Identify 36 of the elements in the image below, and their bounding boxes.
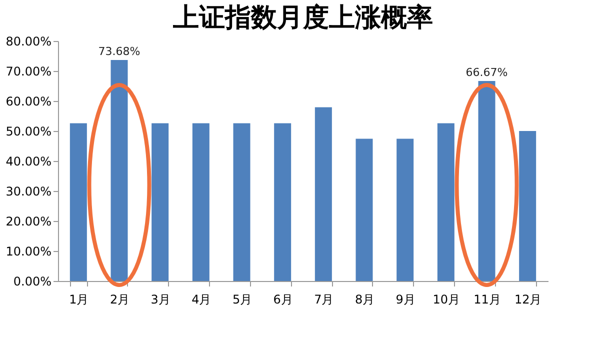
y-tick-label: 80.00% <box>6 34 52 48</box>
bar <box>70 123 87 281</box>
bar <box>110 60 128 281</box>
x-tick-label: 5月 <box>232 292 252 306</box>
bar <box>192 123 210 281</box>
y-tick-label: 70.00% <box>6 64 52 78</box>
bar <box>396 138 414 281</box>
data-label: 66.67% <box>466 66 508 79</box>
bar <box>437 123 454 281</box>
x-tick-label: 8月 <box>354 292 375 306</box>
bar <box>274 123 292 281</box>
x-tick-label: 4月 <box>192 292 212 306</box>
bar <box>519 131 536 281</box>
y-tick-label: 10.00% <box>6 244 52 258</box>
bar <box>233 123 250 281</box>
x-tick-label: 10月 <box>432 292 460 306</box>
x-tick-label: 3月 <box>150 292 170 306</box>
bar <box>314 107 332 281</box>
y-tick-label: 60.00% <box>6 94 52 108</box>
bar <box>152 123 169 281</box>
y-tick-label: 50.00% <box>6 124 52 138</box>
y-tick-label: 40.00% <box>6 154 52 168</box>
x-tick-label: 12月 <box>514 292 542 306</box>
x-tick-label: 6月 <box>273 292 293 306</box>
x-tick-label: 7月 <box>314 292 334 306</box>
bar <box>478 80 496 281</box>
x-tick-label: 9月 <box>396 292 416 306</box>
x-tick-label: 2月 <box>110 292 130 306</box>
y-tick-label: 0.00% <box>13 274 52 288</box>
y-tick-label: 30.00% <box>6 184 52 198</box>
x-tick-label: 11月 <box>474 292 501 306</box>
y-tick-label: 20.00% <box>6 214 52 228</box>
chart-title: 上证指数月度上涨概率 <box>172 3 433 33</box>
x-tick-label: 1月 <box>69 292 89 306</box>
bar <box>356 138 373 281</box>
data-label: 73.68% <box>98 44 140 58</box>
